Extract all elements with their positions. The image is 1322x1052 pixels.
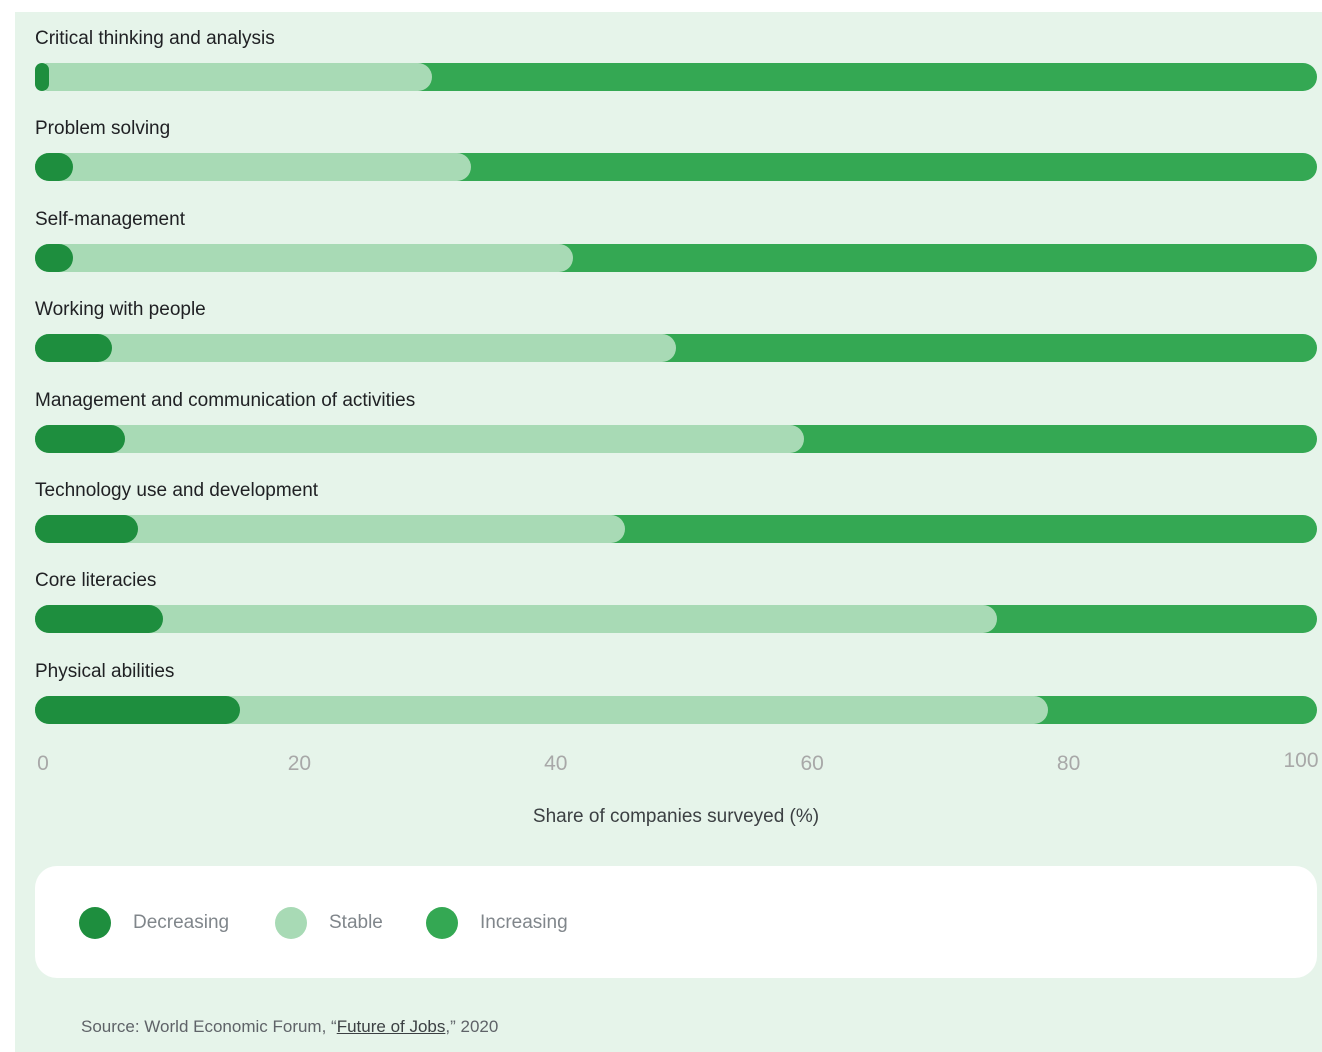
bar-row: Working with people — [35, 283, 1317, 373]
bar-segment-decreasing — [35, 605, 164, 634]
bar-segment-decreasing — [35, 695, 241, 724]
bar-segment-decreasing — [35, 243, 74, 272]
legend-label-stable: Stable — [329, 912, 383, 933]
bar-segment-stable — [35, 153, 471, 182]
category-label: Self-management — [35, 208, 185, 230]
bar-track — [35, 334, 1317, 363]
legend-label-decreasing: Decreasing — [133, 912, 230, 933]
legend: Decreasing Stable Increasing — [35, 866, 1317, 978]
bar-track — [35, 515, 1317, 543]
bar-row: Self-management — [35, 193, 1317, 283]
bar-segment-decreasing — [35, 63, 49, 91]
source-note: Source: World Economic Forum, “Future of… — [81, 1017, 498, 1037]
x-tick-label: 100 — [1283, 749, 1319, 772]
source-prefix: Source: World Economic Forum, “ — [81, 1017, 337, 1036]
bar-track — [35, 63, 1317, 91]
bar-row: Technology use and development — [35, 464, 1317, 554]
x-tick-label: 0 — [37, 752, 49, 775]
legend-swatch-increasing — [426, 907, 458, 939]
category-label: Working with people — [35, 299, 206, 321]
source-suffix: ,” 2020 — [445, 1017, 499, 1036]
bar-track — [35, 424, 1317, 453]
bar-row: Management and communication of activiti… — [35, 374, 1317, 464]
bar-row: Problem solving — [35, 102, 1317, 192]
x-tick-label: 40 — [544, 752, 568, 775]
x-axis-title: Share of companies surveyed (%) — [532, 806, 820, 827]
source-link[interactable]: Future of Jobs — [336, 1017, 446, 1036]
bar-segment-decreasing — [35, 334, 112, 363]
bar-track — [35, 243, 1317, 272]
bar-row: Physical abilities — [35, 645, 1317, 735]
bar-segment-decreasing — [35, 515, 138, 543]
legend-item-decreasing: Decreasing — [79, 907, 229, 939]
category-label: Core literacies — [35, 570, 157, 592]
category-label: Management and communication of activiti… — [35, 389, 416, 411]
bar-track — [35, 605, 1317, 634]
category-label: Physical abilities — [35, 660, 175, 682]
legend-item-stable: Stable — [275, 907, 383, 939]
category-label: Problem solving — [35, 118, 171, 140]
category-label: Critical thinking and analysis — [35, 28, 275, 49]
bar-row: Core literacies — [35, 554, 1317, 644]
bar-segment-stable — [35, 243, 574, 272]
bar-row: Critical thinking and analysis — [35, 12, 1317, 102]
legend-swatch-decreasing — [79, 907, 111, 939]
legend-swatch-stable — [275, 907, 307, 939]
legend-item-increasing: Increasing — [426, 907, 568, 939]
bar-track — [35, 695, 1317, 724]
bar-segment-stable — [35, 63, 433, 91]
bar-track — [35, 153, 1317, 182]
x-tick-label: 80 — [1056, 752, 1081, 775]
bar-segment-decreasing — [35, 153, 74, 182]
category-label: Technology use and development — [35, 480, 319, 501]
bar-segment-stable — [35, 334, 676, 363]
bar-segment-decreasing — [35, 424, 125, 453]
x-tick-label: 60 — [800, 752, 824, 775]
legend-label-increasing: Increasing — [480, 912, 568, 933]
x-tick-label: 20 — [287, 752, 312, 775]
bar-segment-stable — [35, 605, 997, 634]
x-axis-ticks: 0 20 40 60 80 100 — [35, 749, 1319, 782]
bar-segment-stable — [35, 424, 805, 453]
